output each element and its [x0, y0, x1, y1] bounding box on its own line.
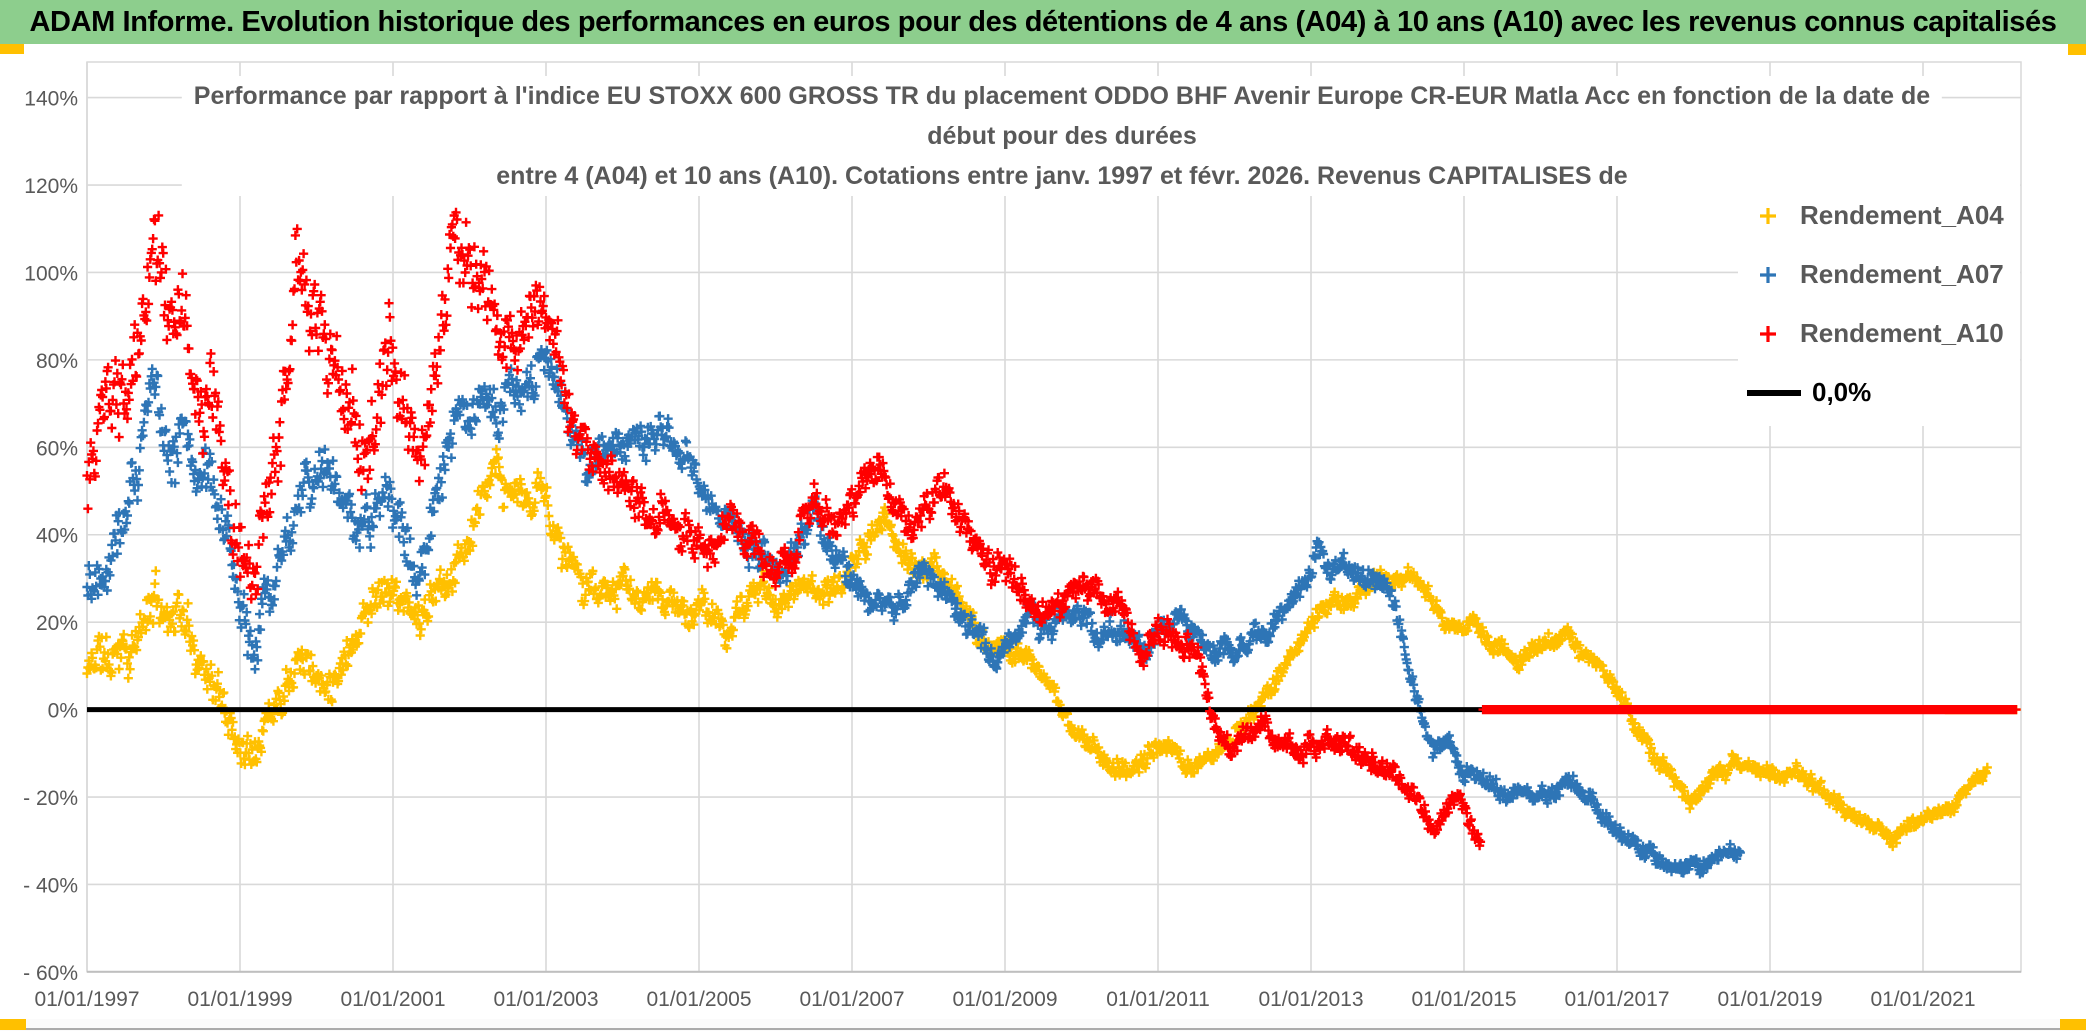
y-tick-label: - 20% — [23, 787, 78, 810]
y-tick-label: 80% — [36, 350, 78, 373]
legend-label: Rendement_A04 — [1800, 200, 2004, 230]
x-tick-label: 01/01/2021 — [1870, 988, 1975, 1011]
x-tick-label: 01/01/1999 — [187, 988, 292, 1011]
window-title-bar: ADAM Informe. Evolution historique des p… — [0, 0, 2086, 44]
chart-title-line-3: entre 4 (A04) et 10 ans (A10). Cotations… — [496, 162, 1628, 190]
chart-title-line-1: Performance par rapport à l'indice EU ST… — [193, 82, 1931, 110]
y-tick-label: 20% — [36, 612, 78, 635]
x-tick-label: 01/01/2001 — [340, 988, 445, 1011]
series-rendement-a10-zero-pad — [1478, 705, 2021, 715]
legend-item-rendement-a07: Rendement_A07 — [1746, 245, 2004, 304]
accent-bottom-right — [2060, 1019, 2086, 1030]
accent-top-right — [2068, 44, 2086, 55]
accent-bottom-left — [0, 1019, 26, 1030]
y-tick-label: - 40% — [23, 874, 78, 897]
bottom-divider-line — [0, 1028, 2086, 1030]
plus-marker-icon — [1746, 205, 1790, 227]
plot-area — [86, 61, 2022, 973]
x-tick-label: 01/01/2015 — [1411, 988, 1516, 1011]
legend-label: 0,0% — [1812, 377, 1872, 407]
legend-item-rendement-a10: Rendement_A10 — [1746, 304, 2004, 363]
legend-label: Rendement_A10 — [1800, 318, 2004, 348]
x-tick-label: 01/01/2005 — [646, 988, 751, 1011]
series-rendement-a10 — [82, 207, 1486, 851]
chart-title: Performance par rapport à l'indice EU ST… — [181, 76, 1943, 196]
plus-marker-icon — [1746, 264, 1790, 286]
x-tick-label: 01/01/2003 — [493, 988, 598, 1011]
x-tick-label: 01/01/2011 — [1106, 988, 1210, 1011]
plus-marker-icon — [1746, 323, 1790, 345]
zero-line-icon — [1746, 389, 1802, 396]
x-tick-label: 01/01/2019 — [1717, 988, 1822, 1011]
y-tick-label: 0% — [48, 700, 78, 723]
chart-title-line-2: début pour des durées — [927, 122, 1197, 150]
x-tick-label: 01/01/2013 — [1258, 988, 1363, 1011]
accent-top-left — [0, 44, 24, 54]
y-tick-label: 140% — [24, 88, 78, 111]
series-rendement-a04 — [82, 444, 1992, 852]
legend-item-0-0-: 0,0% — [1746, 363, 2004, 422]
x-tick-label: 01/01/1997 — [34, 988, 139, 1011]
y-tick-label: 60% — [36, 437, 78, 460]
y-tick-label: 100% — [24, 262, 78, 285]
y-tick-label: 40% — [36, 525, 78, 548]
x-tick-label: 01/01/2017 — [1564, 988, 1669, 1011]
x-tick-label: 01/01/2009 — [952, 988, 1057, 1011]
legend-label: Rendement_A07 — [1800, 259, 2004, 289]
legend-item-rendement-a04: Rendement_A04 — [1746, 186, 2004, 245]
x-tick-label: 01/01/2007 — [799, 988, 904, 1011]
page-title: ADAM Informe. Evolution historique des p… — [29, 5, 2057, 38]
y-tick-label: - 60% — [23, 962, 78, 985]
chart-legend: Rendement_A04 Rendement_A07 Rendement_A10 0… — [1738, 180, 2020, 426]
y-tick-label: 120% — [24, 175, 78, 198]
